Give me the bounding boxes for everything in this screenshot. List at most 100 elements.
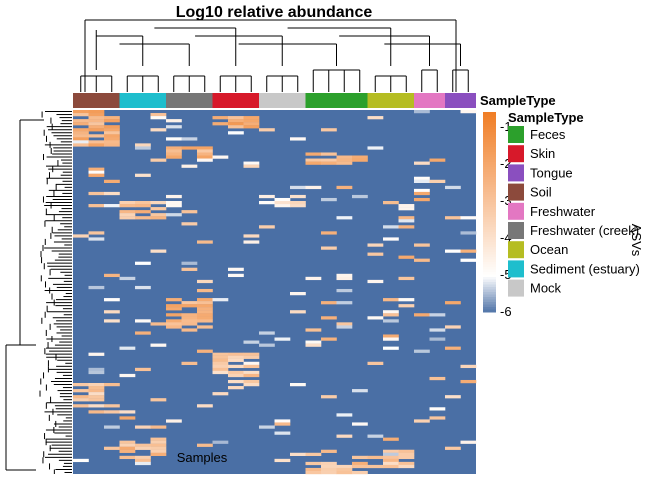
heatmap-cell (104, 310, 120, 314)
heatmap-cell (228, 267, 244, 271)
heatmap-cell (445, 216, 461, 220)
heatmap-cell (228, 379, 244, 384)
heatmap-cell (73, 137, 89, 141)
heatmap-cell (228, 386, 244, 390)
colorbar-step (483, 202, 496, 205)
heatmap-cell (119, 440, 136, 444)
colorbar-tick-label: -6 (500, 304, 512, 319)
x-axis-label: Samples (177, 450, 228, 465)
heatmap-cell (352, 461, 368, 466)
heatmap-cell (135, 261, 151, 265)
heatmap-cell (197, 149, 213, 153)
heatmap-cell (336, 301, 353, 305)
heatmap-cell (212, 361, 229, 365)
heatmap-cell (445, 446, 461, 450)
colorbar-step (483, 232, 496, 235)
legend-swatch (508, 183, 524, 201)
heatmap-cell (243, 370, 260, 375)
heatmap-cell (274, 422, 291, 426)
heatmap-cell (259, 225, 275, 229)
colorbar-step (483, 224, 496, 228)
heatmap-cell (197, 288, 213, 293)
colorbar-step (483, 117, 496, 120)
heatmap-cell (243, 364, 260, 369)
colorbar-tick-label: -2 (500, 156, 512, 171)
heatmap-cell (104, 191, 120, 196)
heatmap-cell (166, 119, 182, 123)
colorbar-step (483, 287, 496, 290)
heatmap-cell (398, 464, 415, 469)
colorbar-step (483, 307, 496, 310)
colorbar-step (483, 197, 496, 200)
colorbar-tick-label: -4 (500, 230, 512, 245)
heatmap-cell (88, 370, 105, 375)
heatmap-cell (73, 134, 89, 138)
heatmap-cell (197, 279, 213, 284)
heatmap-cell (181, 146, 198, 150)
heatmap-cell (104, 298, 120, 302)
heatmap-cell (88, 398, 105, 402)
heatmap-cell (243, 352, 260, 356)
heatmap-cell (88, 173, 105, 177)
heatmap-cell (119, 455, 136, 460)
heatmap-cell (321, 467, 337, 472)
heatmap-cell (445, 346, 461, 350)
heatmap-cell (197, 404, 213, 408)
heatmap-cell (150, 443, 167, 447)
heatmap-cell (104, 116, 120, 120)
heatmap-cell (398, 298, 415, 302)
colorbar-step (483, 122, 496, 125)
heatmap-cell (352, 155, 368, 159)
heatmap-cell (150, 158, 167, 162)
heatmap-cell (398, 276, 415, 281)
heatmap-cell (150, 440, 167, 444)
heatmap-cell (181, 361, 198, 365)
heatmap-cell (290, 292, 306, 296)
heatmap-cell (367, 116, 384, 120)
heatmap-cell (166, 146, 182, 150)
heatmap-cell (414, 176, 430, 180)
heatmap-cell (119, 410, 136, 414)
heatmap-cell (150, 452, 167, 456)
heatmap-cell (135, 367, 151, 372)
colorbar-step (483, 204, 496, 208)
heatmap-cell (383, 237, 399, 241)
heatmap-cell (150, 343, 167, 347)
heatmap-cell (104, 134, 120, 138)
heatmap-cell (274, 337, 291, 341)
heatmap-cell (383, 225, 399, 229)
heatmap-cell (336, 470, 353, 475)
heatmap-cell (383, 310, 399, 314)
annotation-block (445, 93, 476, 108)
heatmap-cell (88, 285, 105, 290)
heatmap-cell (445, 301, 461, 305)
heatmap-cell (135, 143, 151, 147)
heatmap-cell (150, 216, 167, 220)
heatmap-cell (197, 240, 213, 244)
heatmap-cell (88, 134, 105, 138)
colorbar-step (483, 239, 496, 243)
heatmap-cell (243, 373, 260, 378)
annotation-block (259, 93, 306, 108)
heatmap-cell (336, 216, 353, 220)
colorbar-step (483, 297, 496, 300)
colorbar-step (483, 179, 496, 183)
heatmap-cell (460, 249, 477, 253)
colorbar-step (483, 247, 496, 250)
legend-entry-label: Skin (530, 146, 555, 161)
heatmap-cell (197, 319, 213, 323)
heatmap-cell (352, 422, 368, 426)
heatmap-cell (243, 234, 260, 238)
colorbar-step (483, 184, 496, 188)
heatmap-cell (88, 395, 105, 399)
colorbar-step (483, 309, 496, 313)
heatmap-cell (88, 116, 105, 120)
legend-swatch (508, 222, 524, 239)
heatmap-cell (445, 249, 461, 253)
heatmap-cell (150, 322, 167, 326)
legend-title: SampleType (508, 110, 584, 125)
heatmap-cell (305, 185, 322, 190)
heatmap-cell (305, 152, 322, 156)
heatmap-cell (119, 210, 136, 214)
heatmap-cell (383, 319, 399, 323)
